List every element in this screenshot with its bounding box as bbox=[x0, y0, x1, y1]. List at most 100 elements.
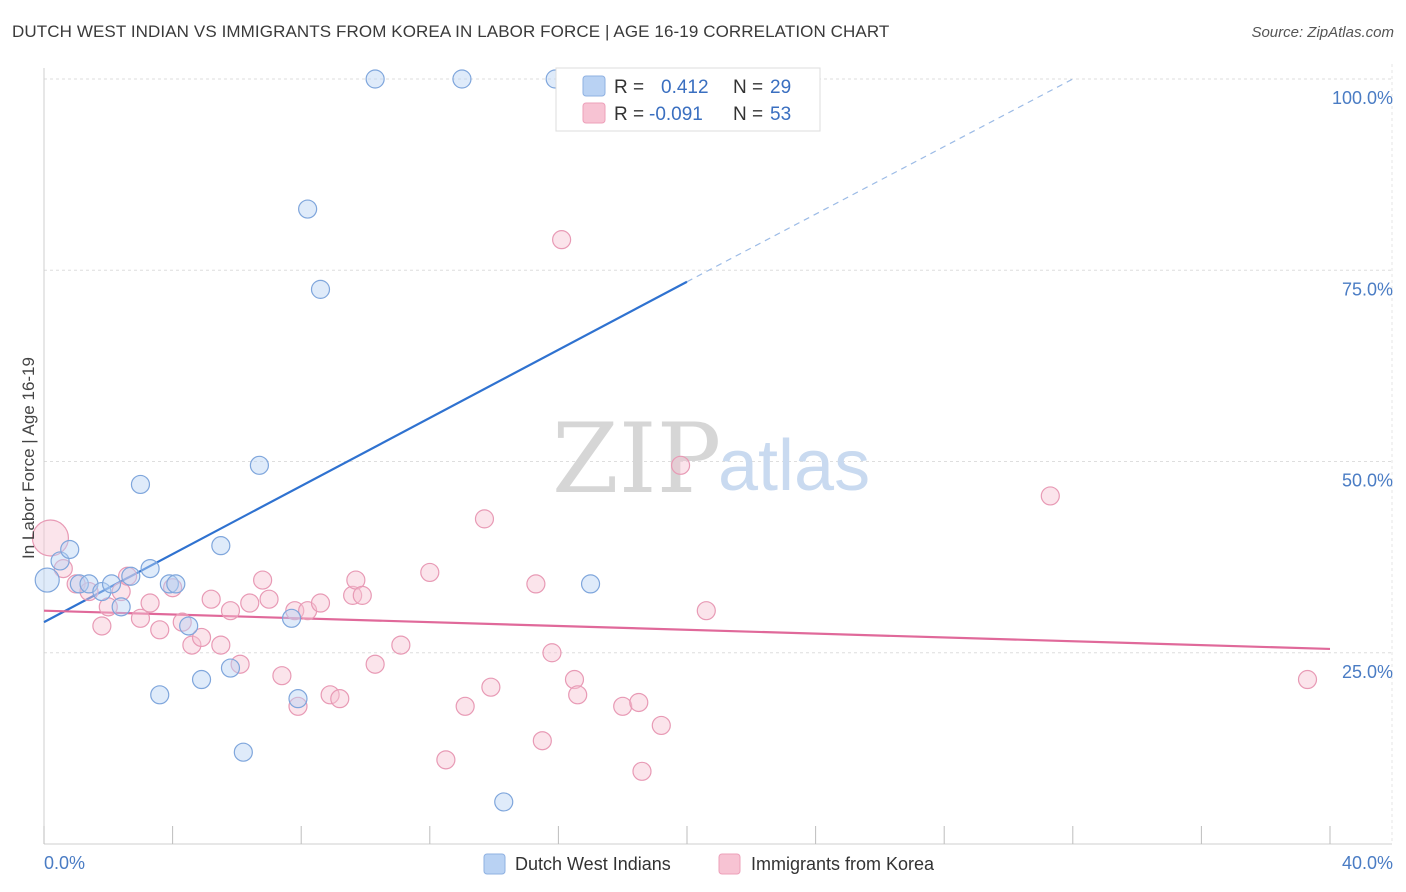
point-korea bbox=[564, 669, 585, 690]
point-dutch bbox=[249, 455, 270, 475]
trend-lines bbox=[43, 78, 1331, 651]
point-korea bbox=[1040, 486, 1060, 506]
source-label: Source: ZipAtlas.com bbox=[1251, 24, 1394, 41]
point-korea bbox=[568, 685, 588, 705]
y-tick-100: 100.0% bbox=[1332, 88, 1393, 108]
point-dutch bbox=[281, 608, 302, 628]
point-dutch bbox=[211, 536, 231, 556]
point-dutch bbox=[121, 566, 141, 586]
point-korea bbox=[420, 562, 440, 583]
point-korea bbox=[526, 574, 546, 594]
point-korea bbox=[670, 455, 691, 475]
watermark: ZIP atlas bbox=[552, 403, 870, 515]
point-dutch bbox=[101, 574, 122, 594]
chart-title: DUTCH WEST INDIAN VS IMMIGRANTS FROM KOR… bbox=[12, 22, 890, 41]
point-korea bbox=[613, 696, 633, 716]
point-korea bbox=[140, 593, 160, 613]
point-korea bbox=[92, 616, 112, 636]
point-dutch bbox=[60, 539, 80, 560]
point-dutch bbox=[179, 616, 199, 636]
point-korea bbox=[352, 585, 372, 605]
point-korea bbox=[455, 696, 475, 716]
point-dutch bbox=[288, 689, 308, 709]
trend-line-dutch-extension bbox=[686, 78, 1074, 283]
bottom-legend-korea: Immigrants from Korea bbox=[751, 854, 935, 874]
point-korea bbox=[1297, 669, 1318, 690]
point-dutch bbox=[220, 658, 241, 678]
point-dutch bbox=[298, 199, 318, 219]
point-dutch bbox=[365, 69, 385, 89]
point-dutch bbox=[111, 597, 131, 617]
point-korea bbox=[330, 689, 350, 709]
legend-n-label-2: N = bbox=[733, 104, 763, 125]
point-dutch bbox=[166, 574, 186, 594]
point-korea bbox=[391, 635, 411, 655]
point-dutch bbox=[191, 669, 212, 690]
point-korea bbox=[542, 643, 562, 663]
point-dutch bbox=[233, 742, 253, 762]
legend-r-value-2: -0.091 bbox=[649, 104, 703, 125]
data-points bbox=[31, 69, 1318, 812]
point-korea bbox=[191, 627, 212, 648]
legend-n-value-2: 53 bbox=[770, 104, 791, 125]
point-korea bbox=[272, 666, 292, 686]
trend-line-korea bbox=[43, 609, 1331, 651]
trend-line-dutch bbox=[43, 280, 688, 624]
point-korea bbox=[474, 509, 495, 529]
point-korea bbox=[130, 608, 151, 628]
y-tick-25: 25.0% bbox=[1342, 662, 1393, 682]
legend-n-label-1: N = bbox=[733, 77, 763, 98]
x-tick-40: 40.0% bbox=[1342, 853, 1393, 873]
bottom-legend-dutch: Dutch West Indians bbox=[515, 854, 671, 874]
watermark-atlas: atlas bbox=[718, 426, 870, 506]
stats-legend: R = 0.412 N = 29 R = -0.091 N = 53 bbox=[555, 67, 821, 132]
x-tick-0: 0.0% bbox=[44, 853, 85, 873]
point-korea bbox=[629, 692, 649, 713]
point-korea bbox=[552, 230, 572, 250]
point-korea bbox=[253, 570, 273, 590]
legend-r-label-1: R = bbox=[614, 77, 644, 98]
x-tick-labels: 0.0% 40.0% bbox=[44, 853, 1393, 873]
point-korea bbox=[182, 635, 202, 655]
y-tick-75: 75.0% bbox=[1342, 279, 1393, 299]
y-axis-label: In Labor Force | Age 16-19 bbox=[19, 357, 38, 559]
point-dutch bbox=[34, 567, 60, 593]
legend-r-value-1: 0.412 bbox=[661, 77, 709, 98]
point-dutch bbox=[159, 574, 179, 594]
legend-swatch-blue bbox=[582, 75, 606, 97]
point-dutch bbox=[452, 69, 472, 89]
point-korea bbox=[481, 677, 501, 697]
point-korea bbox=[211, 635, 231, 655]
y-tick-50: 50.0% bbox=[1342, 471, 1393, 491]
point-dutch bbox=[494, 792, 514, 812]
bottom-legend-swatch-pink bbox=[718, 853, 741, 875]
point-korea bbox=[288, 696, 308, 716]
legend-r-label-2: R = bbox=[614, 104, 644, 125]
point-korea bbox=[230, 654, 250, 674]
point-korea bbox=[150, 620, 170, 640]
point-korea bbox=[259, 589, 279, 609]
point-korea bbox=[651, 715, 671, 736]
point-korea bbox=[220, 601, 241, 621]
point-korea bbox=[632, 761, 652, 781]
point-dutch bbox=[92, 581, 112, 602]
point-dutch bbox=[150, 685, 170, 705]
point-dutch bbox=[130, 474, 151, 495]
point-korea bbox=[365, 654, 385, 674]
point-korea bbox=[201, 589, 221, 609]
point-korea bbox=[240, 593, 260, 613]
watermark-zip: ZIP bbox=[552, 403, 721, 515]
grid-lines bbox=[44, 64, 1393, 844]
y-tick-labels: 25.0% 50.0% 75.0% 100.0% bbox=[1332, 88, 1393, 682]
point-korea bbox=[343, 585, 363, 605]
point-korea bbox=[532, 731, 552, 751]
point-korea bbox=[320, 685, 340, 705]
point-dutch bbox=[69, 574, 89, 594]
point-korea bbox=[696, 601, 716, 621]
bottom-legend-swatch-blue bbox=[483, 853, 506, 875]
point-dutch bbox=[140, 558, 160, 579]
point-korea bbox=[436, 750, 456, 770]
point-dutch bbox=[310, 279, 331, 299]
legend-n-value-1: 29 bbox=[770, 77, 791, 98]
series-legend: Dutch West Indians Immigrants from Korea bbox=[483, 853, 935, 875]
